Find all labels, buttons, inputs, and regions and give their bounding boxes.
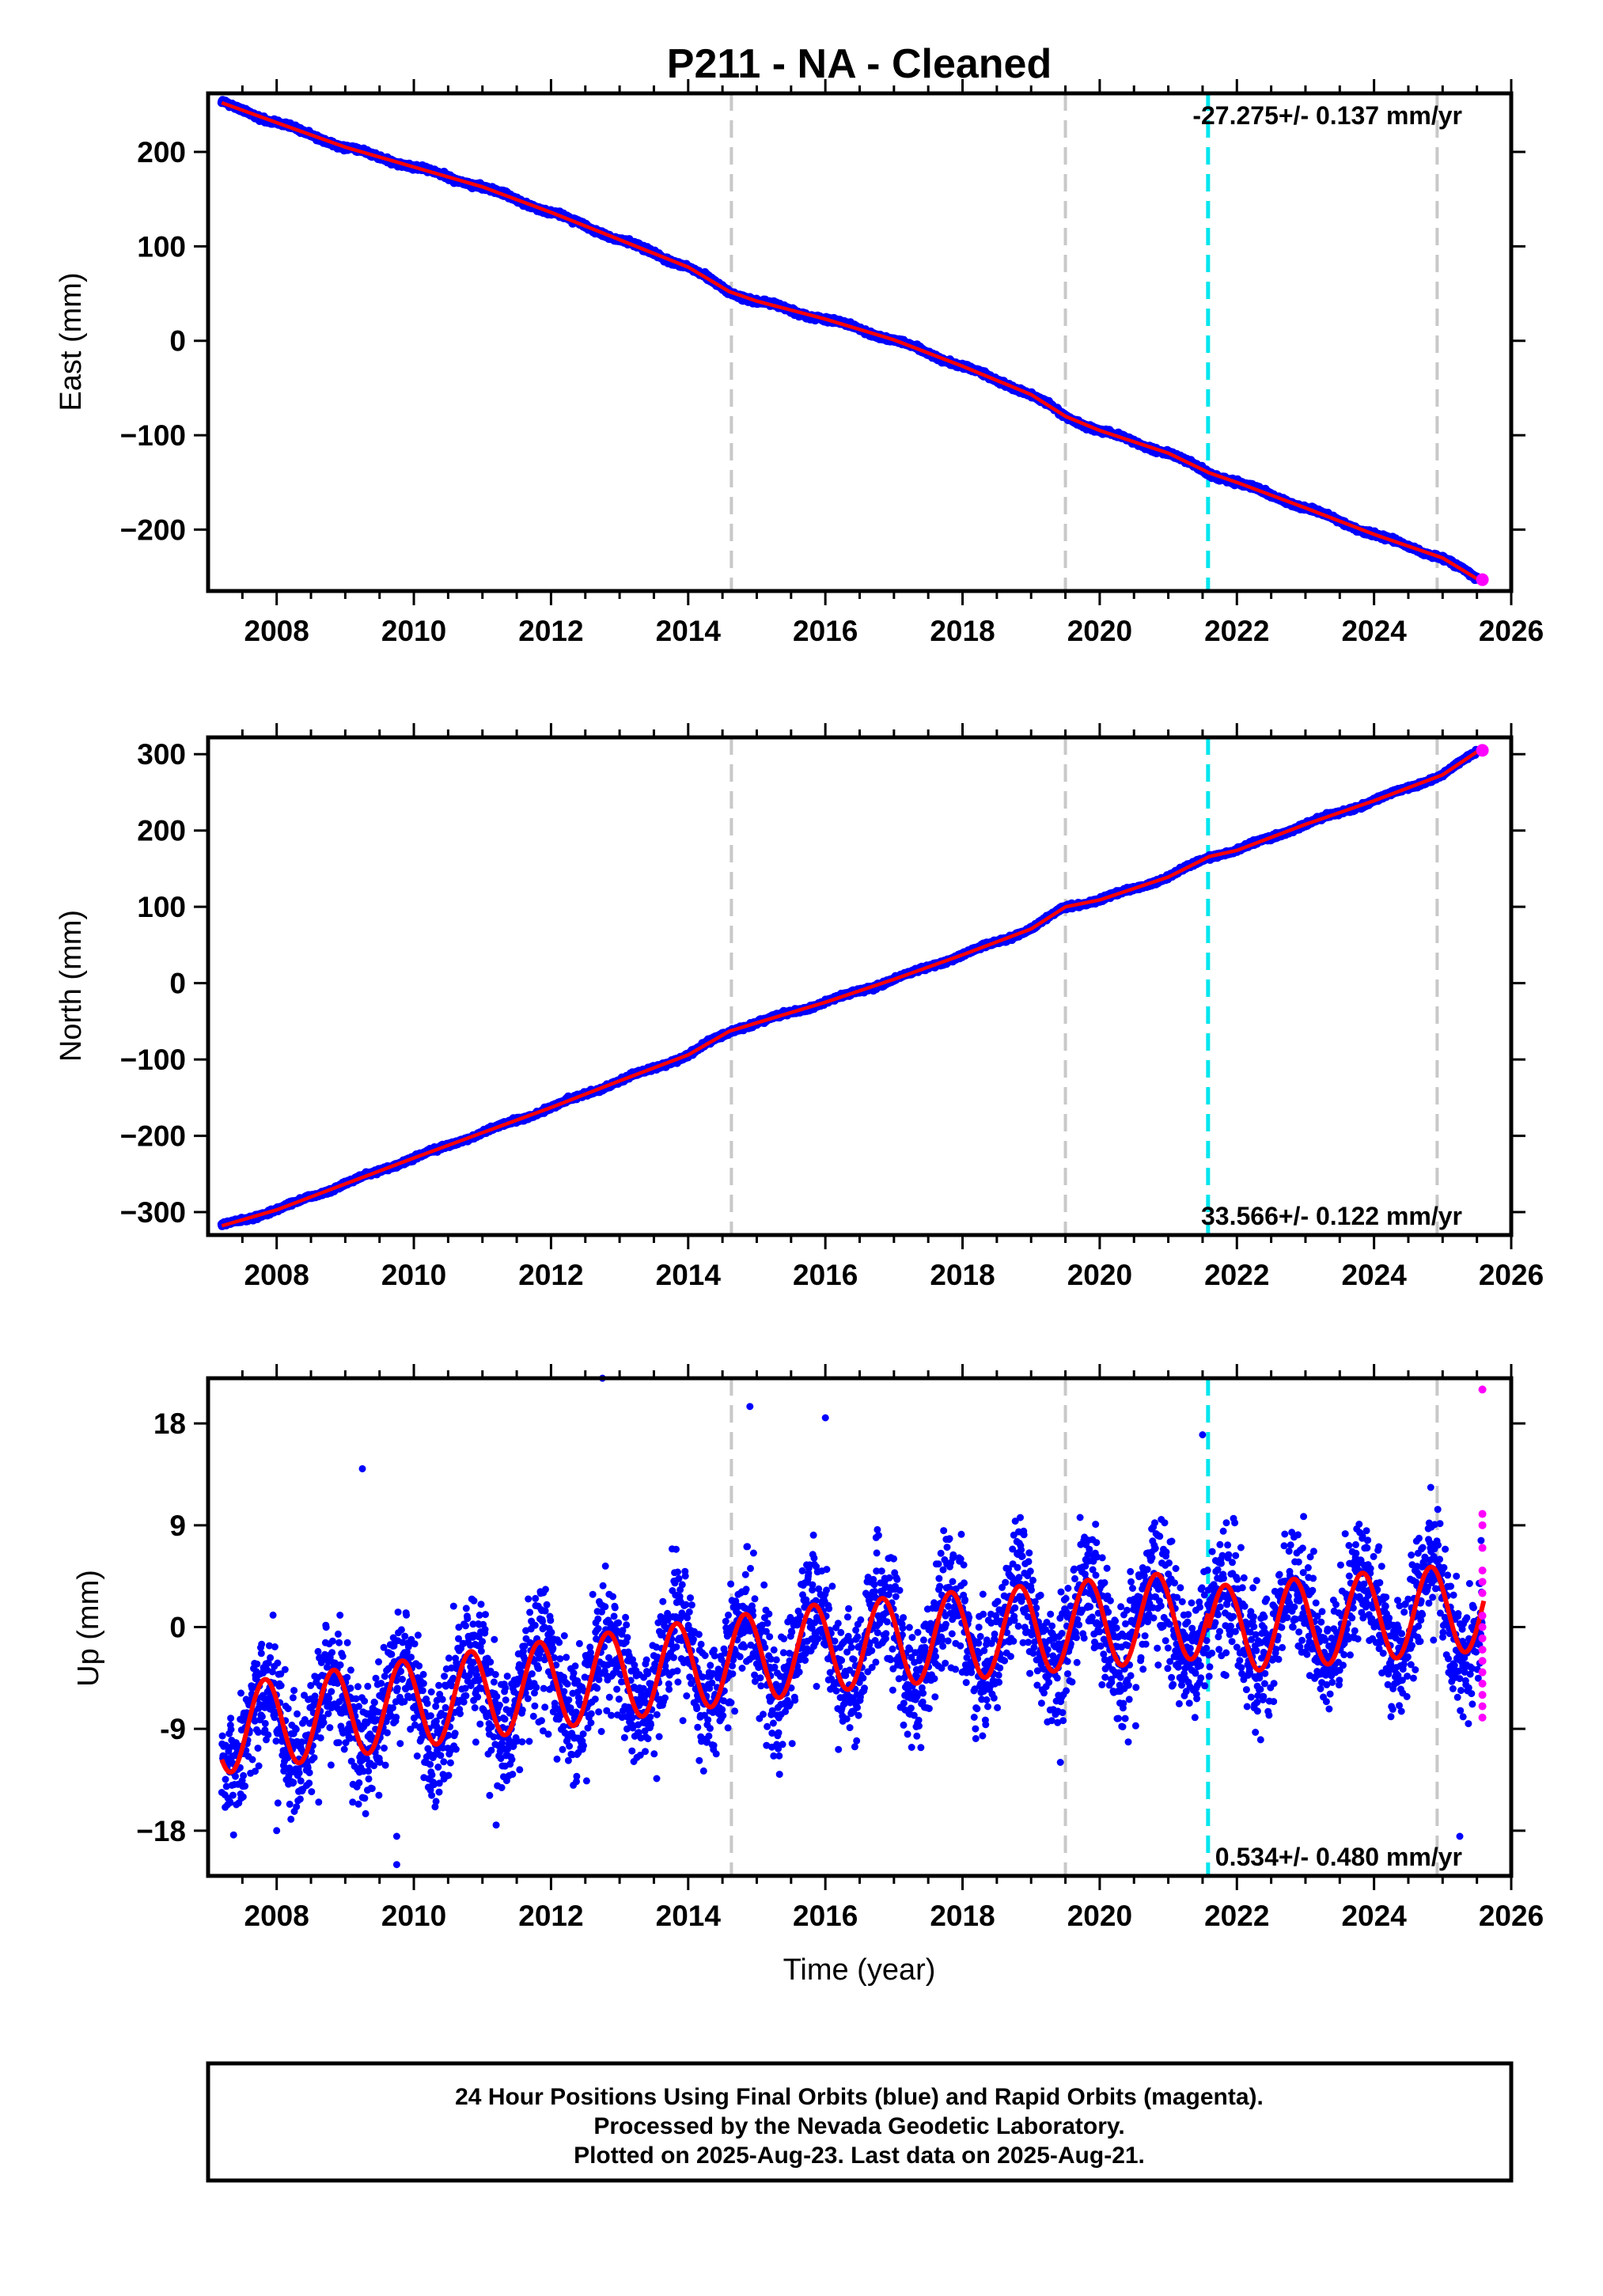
y-tick-label: −300 — [120, 1196, 186, 1229]
rapid-orbit-point — [1478, 1646, 1487, 1654]
y-tick-label: 0 — [169, 968, 186, 1000]
rapid-orbit-point — [1478, 1679, 1487, 1688]
x-tick-label: 2018 — [930, 1259, 995, 1291]
y-tick-label: 200 — [137, 815, 186, 847]
footer-line-2: Processed by the Nevada Geodetic Laborat… — [593, 2113, 1124, 2139]
x-tick-label: 2022 — [1204, 1900, 1269, 1932]
rapid-orbit-point — [1478, 1612, 1487, 1620]
x-tick-label: 2010 — [381, 1900, 446, 1932]
ylabel-north: North (mm) — [55, 910, 88, 1062]
panel-north: 2008 2010 2012 2014 2016 2018 2020 2022 2024 2026… — [55, 723, 1544, 1291]
model-fit-line — [221, 100, 1478, 581]
x-tick-label: 2014 — [656, 1900, 722, 1932]
x-tick-label: 2012 — [518, 615, 583, 647]
y-tick-label: −200 — [120, 513, 186, 546]
x-tick-label: 2018 — [930, 1900, 995, 1932]
x-tick-label: 2026 — [1479, 1259, 1544, 1291]
x-tick-label: 2010 — [381, 1259, 446, 1291]
rapid-orbit-point — [1478, 1657, 1487, 1665]
y-tick-label: 18 — [153, 1408, 186, 1440]
y-tick-label: -9 — [160, 1713, 186, 1745]
x-tick-label: 2020 — [1067, 615, 1132, 647]
y-tick-label: −100 — [120, 1044, 186, 1076]
footer-box: 24 Hour Positions Using Final Orbits (bl… — [206, 2061, 1514, 2183]
frame-north — [206, 735, 1514, 1237]
final-orbit-points — [217, 745, 1482, 1230]
model-fit-line — [221, 750, 1478, 1228]
rapid-orbit-point — [1476, 744, 1489, 757]
y-tick-label: −18 — [136, 1815, 186, 1847]
panel-east: 2008 2010 2012 2014 2016 2018 2020 2022 2024 2026… — [55, 79, 1544, 647]
y-tick-label: −200 — [120, 1120, 186, 1153]
x-tick-label: 2024 — [1341, 1900, 1407, 1932]
rate-label-up: 0.534+/- 0.480 mm/yr — [1215, 1843, 1462, 1871]
y-tick-label: 100 — [137, 891, 186, 923]
x-tick-label: 2020 — [1067, 1900, 1132, 1932]
rapid-orbit-point — [1478, 1634, 1487, 1642]
figure-title: P211 - NA - Cleaned — [667, 41, 1052, 87]
rapid-orbit-point — [1478, 1589, 1487, 1597]
rapid-orbit-point — [1478, 1578, 1487, 1586]
rapid-orbit-point — [1478, 1521, 1487, 1529]
x-tick-label: 2016 — [793, 615, 858, 647]
footer-line-3: Plotted on 2025-Aug-23. Last data on 202… — [574, 2143, 1145, 2169]
y-tick-label: 0 — [169, 325, 186, 358]
x-tick-label: 2026 — [1479, 1900, 1544, 1932]
x-tick-label: 2022 — [1204, 1259, 1269, 1291]
x-tick-label: 2016 — [793, 1900, 858, 1932]
panel-up: 2008 2010 2012 2014 2016 2018 2020 2022 2024 2026… — [72, 1364, 1544, 1987]
x-tick-label: 2014 — [656, 615, 722, 647]
x-tick-label: 2012 — [518, 1900, 583, 1932]
x-tick-label: 2008 — [244, 615, 309, 647]
x-tick-label: 2026 — [1479, 615, 1544, 647]
xlabel-time: Time (year) — [783, 1953, 936, 1987]
y-tick-label: 100 — [137, 230, 186, 263]
x-tick-label: 2008 — [244, 1900, 309, 1932]
model-fit-line — [219, 1564, 1487, 1775]
ylabel-up: Up (mm) — [72, 1570, 105, 1687]
y-tick-label: −100 — [120, 419, 186, 452]
rate-label-east: -27.275+/- 0.137 mm/yr — [1192, 101, 1462, 130]
x-tick-label: 2024 — [1341, 615, 1407, 647]
y-tick-label: 200 — [137, 136, 186, 169]
x-tick-label: 2016 — [793, 1259, 858, 1291]
x-tick-label: 2012 — [518, 1259, 583, 1291]
x-tick-label: 2022 — [1204, 615, 1269, 647]
x-tick-label: 2008 — [244, 1259, 309, 1291]
x-tick-label: 2020 — [1067, 1259, 1132, 1291]
final-orbit-points — [218, 1374, 1486, 1869]
rapid-orbit-point — [1478, 1668, 1487, 1677]
rapid-orbit-point — [1478, 1702, 1487, 1711]
rapid-orbit-point — [1478, 1385, 1487, 1394]
rapid-orbit-point — [1478, 1691, 1487, 1699]
y-tick-label: 0 — [169, 1612, 186, 1644]
y-tick-label: 9 — [169, 1510, 186, 1542]
rapid-orbit-point — [1478, 1510, 1487, 1518]
ylabel-east: East (mm) — [55, 272, 88, 411]
rapid-orbit-point — [1478, 1544, 1487, 1552]
rapid-orbit-point — [1476, 573, 1489, 586]
footer-frame — [206, 2061, 1514, 2183]
x-tick-label: 2024 — [1341, 1259, 1407, 1291]
footer-line-1: 24 Hour Positions Using Final Orbits (bl… — [455, 2084, 1264, 2110]
y-tick-label: 300 — [137, 738, 186, 771]
rapid-orbit-point — [1478, 1567, 1487, 1575]
x-tick-label: 2010 — [381, 615, 446, 647]
rapid-orbit-point — [1478, 1713, 1487, 1722]
rapid-orbit-point — [1478, 1623, 1487, 1631]
final-orbit-points — [217, 96, 1482, 585]
x-tick-label: 2014 — [656, 1259, 722, 1291]
rate-label-north: 33.566+/- 0.122 mm/yr — [1201, 1202, 1462, 1230]
frame-east — [206, 91, 1514, 593]
x-tick-label: 2018 — [930, 615, 995, 647]
